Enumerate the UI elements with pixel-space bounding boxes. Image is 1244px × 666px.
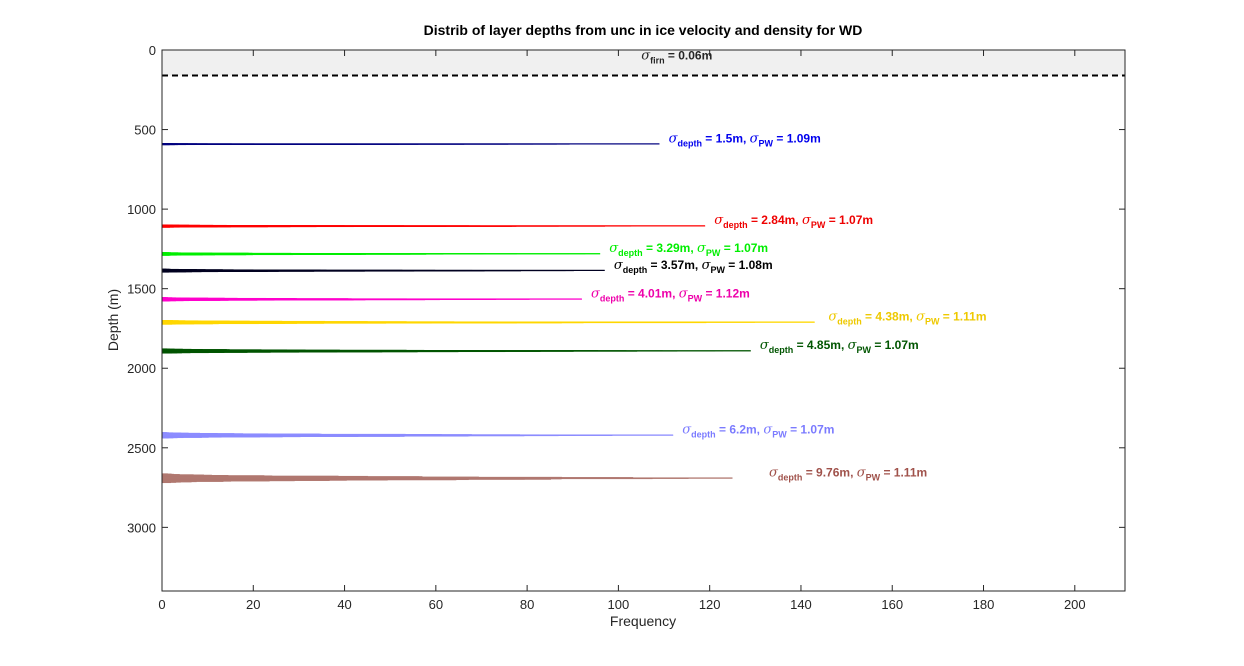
plot-area: 0 20 40 60 80 100 120 140 160 180 2000500100015002…: [127, 43, 1126, 612]
x-tick-label: 0: [158, 597, 165, 612]
layer-annotation: σdepth = 4.38m, σPW = 1.11m: [828, 310, 986, 327]
histogram-bar: [162, 300, 169, 302]
x-tick-label: 160: [881, 597, 903, 612]
y-tick-label: 1000: [127, 202, 156, 217]
layer-annotation: σdepth = 3.29m, σPW = 1.07m: [609, 241, 768, 258]
histogram-bar: [162, 255, 170, 256]
x-tick-label: 180: [973, 597, 995, 612]
layer-histogram: [162, 252, 601, 256]
x-tick-label: 40: [337, 597, 351, 612]
y-tick-label: 500: [134, 123, 156, 138]
y-tick-label: 0: [149, 43, 156, 58]
layer-histogram: [162, 432, 674, 439]
histogram-bar: [162, 271, 169, 273]
histogram-bar: [162, 437, 169, 439]
y-tick-label: 1500: [127, 282, 156, 297]
chart-title: Distrib of layer depths from unc in ice …: [424, 22, 863, 38]
layer-peak-line: [162, 143, 660, 145]
x-tick-label: 120: [699, 597, 721, 612]
layer-annotation: σdepth = 4.01m, σPW = 1.12m: [591, 286, 750, 303]
layer-histogram: [162, 268, 605, 273]
layer-annotation: σdepth = 4.85m, σPW = 1.07m: [760, 338, 919, 355]
histogram-bar: [162, 482, 171, 484]
y-tick-label: 2000: [127, 361, 156, 376]
y-axis-label: Depth (m): [105, 289, 121, 351]
layer-annotation: σdepth = 9.76m, σPW = 1.11m: [769, 465, 927, 482]
x-tick-label: 60: [429, 597, 443, 612]
layer-annotation: σdepth = 1.5m, σPW = 1.09m: [669, 131, 821, 148]
layer-annotation: σdepth = 6.2m, σPW = 1.07m: [682, 422, 834, 439]
layer-peak-line: [162, 321, 815, 323]
y-tick-label: 3000: [127, 520, 156, 535]
axes-background: [162, 50, 1125, 591]
axes-box: [161, 49, 1126, 592]
layer-histogram: [162, 143, 660, 146]
layer-peak-line: [162, 253, 601, 255]
layer-peak-line: [162, 434, 674, 436]
x-tick-label: 80: [520, 597, 534, 612]
x-tick-label: 200: [1064, 597, 1086, 612]
histogram-bar: [162, 352, 173, 354]
histogram-bar: [162, 144, 170, 146]
layer-peak-line: [162, 269, 605, 271]
layer-histogram: [162, 224, 706, 228]
x-axis-label: Frequency: [610, 613, 676, 629]
y-tick-label: 2500: [127, 441, 156, 456]
layer-histogram: [162, 297, 582, 302]
layer-peak-line: [162, 350, 751, 352]
layer-histogram: [162, 348, 751, 354]
x-tick-label: 100: [608, 597, 630, 612]
firn-annotation: σfirn = 0.06m: [641, 49, 712, 66]
histogram-bar: [162, 324, 173, 325]
layer-peak-line: [162, 477, 733, 479]
layer-peak-line: [162, 225, 706, 227]
layer-histogram: [162, 320, 815, 325]
layer-histogram: [162, 473, 733, 484]
layer-annotation: σdepth = 3.57m, σPW = 1.08m: [614, 258, 773, 275]
histogram-bar: [162, 227, 170, 228]
layer-annotation: σdepth = 2.84m, σPW = 1.07m: [714, 213, 873, 230]
layer-peak-line: [162, 298, 582, 300]
x-tick-label: 140: [790, 597, 812, 612]
x-tick-label: 20: [246, 597, 260, 612]
firn-zone: [162, 50, 1125, 76]
